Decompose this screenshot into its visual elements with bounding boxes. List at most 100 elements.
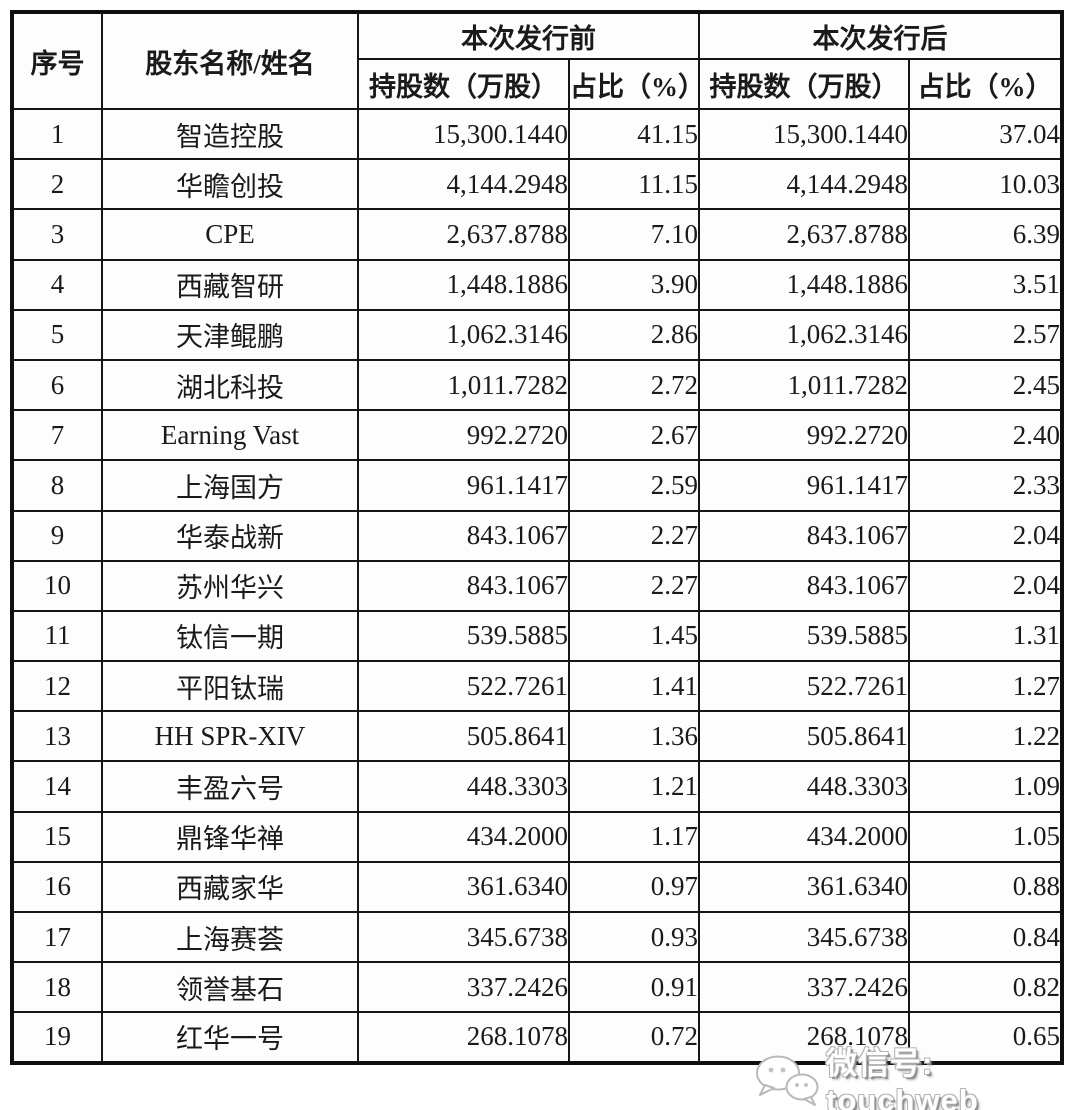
cell-pct-before: 41.15 [568,107,700,161]
cell-shares-before: 961.1417 [357,459,570,512]
cell-shares-before: 843.1067 [357,509,570,562]
table-row: 6 湖北科投 1,011.7282 2.72 1,011.7282 2.45 [11,358,1063,412]
table-body: 1 智造控股 15,300.1440 41.15 15,300.1440 37.… [11,107,1063,1064]
cell-name: 天津鲲鹏 [101,308,359,361]
cell-name: 领誉基石 [101,961,359,1014]
cell-shares-before: 337.2426 [357,961,570,1014]
cell-shares-after: 1,011.7282 [698,358,910,412]
cell-pct-before: 1.17 [568,810,700,863]
cell-shares-after: 1,448.1886 [698,258,910,311]
cell-name: 丰盈六号 [101,760,359,813]
cell-pct-after: 3.51 [908,258,1063,311]
cell-index: 6 [11,358,103,412]
table-row: 15 鼎锋华禅 434.2000 1.17 434.2000 1.05 [11,810,1063,863]
header-after-issuance-group: 本次发行后 [698,11,1063,60]
table-row: 1 智造控股 15,300.1440 41.15 15,300.1440 37.… [11,107,1063,161]
table-row: 5 天津鲲鹏 1,062.3146 2.86 1,062.3146 2.57 [11,308,1063,361]
cell-shares-after: 15,300.1440 [698,107,910,161]
cell-shares-before: 1,448.1886 [357,258,570,311]
wechat-icon [756,1055,819,1106]
cell-name: 钛信一期 [101,609,359,663]
cell-index: 18 [11,961,103,1014]
cell-pct-before: 2.59 [568,459,700,512]
header-before-issuance-group: 本次发行前 [357,11,700,60]
table-row: 7 Earning Vast 992.2720 2.67 992.2720 2.… [11,409,1063,462]
table-row: 12 平阳钛瑞 522.7261 1.41 522.7261 1.27 [11,660,1063,713]
cell-pct-after: 1.09 [908,760,1063,813]
cell-name: HH SPR-XIV [101,710,359,763]
table-row: 4 西藏智研 1,448.1886 3.90 1,448.1886 3.51 [11,258,1063,311]
cell-pct-after: 10.03 [908,158,1063,211]
table-row: 14 丰盈六号 448.3303 1.21 448.3303 1.09 [11,760,1063,813]
cell-shares-before: 843.1067 [357,559,570,612]
cell-name: 鼎锋华禅 [101,810,359,863]
cell-index: 15 [11,810,103,863]
cell-pct-before: 0.72 [568,1011,700,1064]
cell-pct-before: 0.91 [568,961,700,1014]
cell-shares-before: 434.2000 [357,810,570,863]
cell-name: 华泰战新 [101,509,359,562]
header-pct-after: 占比（%） [908,58,1063,110]
cell-index: 2 [11,158,103,211]
cell-pct-after: 37.04 [908,107,1063,161]
cell-name: 华瞻创投 [101,158,359,211]
cell-pct-before: 2.72 [568,358,700,412]
cell-index: 13 [11,710,103,763]
cell-shares-after: 361.6340 [698,860,910,914]
watermark: 微信号: touchweb [752,1038,1080,1110]
cell-pct-after: 2.40 [908,409,1063,462]
cell-name: 智造控股 [101,107,359,161]
shareholder-table-container: 序号 股东名称/姓名 本次发行前 本次发行后 持股数（万股） 占比（%） 持股数… [10,10,1064,1065]
cell-index: 16 [11,860,103,914]
cell-shares-after: 539.5885 [698,609,910,663]
cell-pct-before: 0.97 [568,860,700,914]
cell-pct-before: 1.36 [568,710,700,763]
cell-index: 19 [11,1011,103,1064]
cell-index: 8 [11,459,103,512]
shareholder-table: 序号 股东名称/姓名 本次发行前 本次发行后 持股数（万股） 占比（%） 持股数… [10,10,1064,1065]
cell-shares-after: 843.1067 [698,559,910,612]
cell-pct-after: 2.45 [908,358,1063,412]
cell-shares-before: 1,062.3146 [357,308,570,361]
cell-index: 10 [11,559,103,612]
cell-pct-before: 2.67 [568,409,700,462]
cell-pct-after: 2.57 [908,308,1063,361]
header-shares-before: 持股数（万股） [357,58,570,110]
cell-name: 上海国方 [101,459,359,512]
cell-shares-before: 522.7261 [357,660,570,713]
cell-pct-after: 2.04 [908,559,1063,612]
cell-pct-after: 2.04 [908,509,1063,562]
cell-index: 14 [11,760,103,813]
table-row: 18 领誉基石 337.2426 0.91 337.2426 0.82 [11,961,1063,1014]
cell-shares-before: 539.5885 [357,609,570,663]
table-row: 11 钛信一期 539.5885 1.45 539.5885 1.31 [11,609,1063,663]
cell-index: 12 [11,660,103,713]
cell-shares-before: 992.2720 [357,409,570,462]
cell-pct-after: 1.22 [908,710,1063,763]
cell-name: 红华一号 [101,1011,359,1064]
cell-name: 上海赛荟 [101,910,359,964]
cell-shares-before: 4,144.2948 [357,158,570,211]
cell-shares-after: 4,144.2948 [698,158,910,211]
cell-pct-before: 11.15 [568,158,700,211]
table-row: 17 上海赛荟 345.6738 0.93 345.6738 0.84 [11,910,1063,964]
cell-name: 西藏家华 [101,860,359,914]
watermark-label: 微信号: touchweb [826,1046,979,1110]
table-row: 16 西藏家华 361.6340 0.97 361.6340 0.88 [11,860,1063,914]
cell-shares-after: 961.1417 [698,459,910,512]
cell-shares-after: 345.6738 [698,910,910,964]
cell-shares-before: 2,637.8788 [357,208,570,261]
cell-pct-after: 2.33 [908,459,1063,512]
cell-pct-before: 1.45 [568,609,700,663]
cell-pct-before: 3.90 [568,258,700,311]
cell-pct-before: 7.10 [568,208,700,261]
cell-shares-before: 361.6340 [357,860,570,914]
cell-shares-before: 345.6738 [357,910,570,964]
cell-pct-before: 2.27 [568,509,700,562]
cell-shares-before: 448.3303 [357,760,570,813]
cell-index: 3 [11,208,103,261]
cell-index: 17 [11,910,103,964]
table-row: 10 苏州华兴 843.1067 2.27 843.1067 2.04 [11,559,1063,612]
cell-pct-after: 1.05 [908,810,1063,863]
cell-index: 9 [11,509,103,562]
